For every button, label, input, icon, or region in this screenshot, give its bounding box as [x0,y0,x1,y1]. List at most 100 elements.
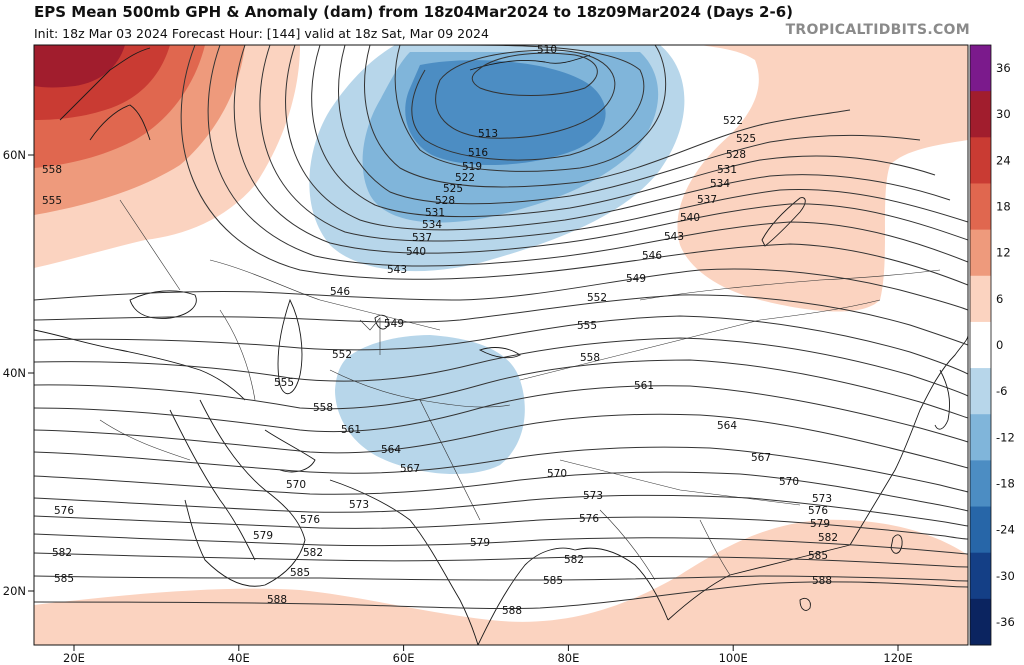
contour-label: 579 [253,530,273,542]
hainan-coast [799,597,811,611]
colorbar-label: 24 [996,153,1011,167]
contour-label: 588 [502,605,522,617]
contour-588 [34,581,968,610]
contour-label: 573 [812,493,832,505]
lon-tick-label: 80E [557,651,579,665]
contour-label: 570 [286,479,306,491]
colorbar-label: 6 [996,292,1003,306]
contour-label: 537 [412,232,432,244]
contour-564 [34,413,968,469]
map-frame [33,44,969,646]
contour-label: 519 [462,161,482,173]
contour-510 [471,52,598,96]
contour-label: 552 [587,292,607,304]
china-coast [849,334,968,546]
baikal-coast [761,197,806,247]
contour-528 [311,45,936,218]
axis-layer: 60N 40N 20N 20E 40E 60E 80E 100E 120E [3,148,913,665]
contour-label: 579 [810,518,830,530]
contour-573 [34,494,968,527]
india-coast [329,479,576,645]
contour-label: 576 [579,513,599,525]
contour-label: 540 [680,212,700,224]
site-credit: TROPICALTIDBITS.COM [785,22,970,38]
colorbar-swatch [970,91,991,138]
colorbar-label: -6 [996,384,1007,398]
contour-label: 570 [547,468,567,480]
warm-anomaly-europe [34,45,300,268]
contour-576 [34,515,968,540]
contour-label: 588 [812,575,832,587]
anomaly-shading [34,45,968,645]
colorbar-label: 0 [996,338,1003,352]
lon-tick-label: 60E [393,651,415,665]
contour-label: 585 [543,575,563,587]
contour-label: 561 [341,424,361,436]
contour-label: 528 [435,195,455,207]
colorbar-swatch [970,598,991,646]
lat-tick-label: 40N [3,366,26,380]
contour-546 [34,268,968,311]
colorbar-label: -24 [996,523,1015,537]
contour-543 [180,45,968,286]
contour-label: 528 [726,149,746,161]
contour-label: 564 [381,444,401,456]
contour-label: 510 [537,44,557,56]
contour-label: 585 [290,567,310,579]
colorbar-swatch [970,275,991,323]
contour-label: 549 [384,318,404,330]
contour-label: 534 [422,219,442,231]
contour-531 [285,45,951,231]
lon-tick-label: 40E [228,651,250,665]
colorbar-swatch [970,552,991,600]
contour-label: 573 [583,490,603,502]
caspian-coast [277,298,303,395]
contour-label: 555 [274,377,294,389]
warm-anomaly-east-asia [677,45,968,312]
contour-label: 534 [710,178,730,190]
contour-540 [207,45,968,267]
contour-label: 543 [664,231,684,243]
contour-label: 582 [564,554,584,566]
colorbar-frame [969,44,992,646]
contour-label: 579 [470,537,490,549]
colorbar-swatch [970,137,991,184]
map-title: EPS Mean 500mb GPH & Anomaly (dam) from … [34,3,794,21]
contour-label: 576 [54,505,74,517]
colorbar-swatch [970,368,991,415]
lat-tick-label: 60N [3,148,26,162]
contour-label: 558 [42,164,62,176]
contour-label: 516 [468,147,488,159]
warm-anomaly-south-asia [34,519,968,645]
borders [99,199,941,581]
contour-567 [34,446,968,493]
contour-516 [411,45,645,161]
contour-558 [34,359,968,419]
lon-tick-label: 120E [883,651,912,665]
taiwan-coast [890,534,903,554]
persian-gulf-coast [264,429,316,473]
contour-525 [338,45,921,205]
contour-label: 582 [818,532,838,544]
colorbar-swatch [970,460,991,508]
colorbar-swatch [970,414,991,461]
contour-label: 525 [736,133,756,145]
colorbar-label: 18 [996,200,1011,214]
black-sea-coast [129,290,197,319]
contour-label: 555 [577,320,597,332]
contour-label: 558 [580,352,600,364]
contour-label: 549 [626,273,646,285]
contour-label: 531 [717,164,737,176]
contour-label: 525 [443,183,463,195]
contour-552 [34,315,968,375]
colorbar-label: -30 [996,569,1015,583]
contour-label: 522 [723,115,743,127]
lake-balkhash-coast [478,347,521,359]
lon-tick-label: 20E [63,651,85,665]
colorbar: 36 30 24 18 12 6 0 -6 -12 -18 -24 -30 -36 [969,44,1015,646]
contour-label: 558 [313,402,333,414]
contour-513 [435,49,616,139]
contour-label: 564 [717,420,737,432]
contour-585 [34,575,968,582]
contour-579 [34,533,968,555]
